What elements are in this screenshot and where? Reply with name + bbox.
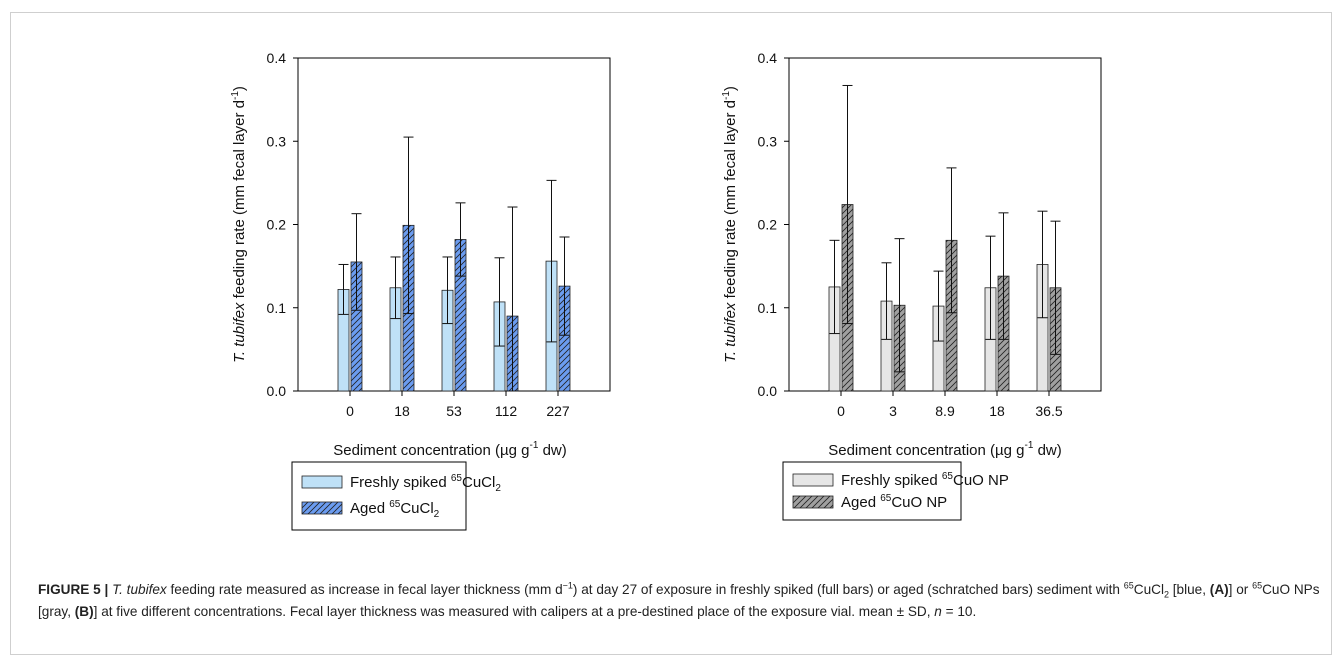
- legend-name: Aged: [350, 500, 389, 517]
- chart-panel-b: 0.0 0.1 0.2 0.3 0.4 T. tubifex feeding rate (…: [721, 50, 1102, 521]
- legend-sub: 2: [495, 483, 501, 494]
- caption-species: T. tubifex: [112, 582, 167, 597]
- legend-name: Freshly spiked: [841, 472, 942, 489]
- y-label-text: feeding rate (mm fecal layer d: [722, 100, 739, 303]
- caption-sup-2: 65: [1123, 580, 1134, 591]
- legend-sub: 2: [434, 509, 440, 520]
- x-axis-label: Sediment concentration (µg g-1 dw): [828, 440, 1062, 459]
- legend-compound: CuO NP: [953, 472, 1009, 489]
- y-tick-label: 0.2: [267, 217, 287, 233]
- caption-sub-2: 2: [1163, 589, 1169, 600]
- caption-text-7: = 10.: [941, 604, 977, 619]
- legend-name: Freshly spiked: [350, 474, 451, 491]
- x-label-post: dw): [538, 442, 566, 459]
- x-tick-label: 53: [446, 403, 462, 419]
- legend-compound: CuO NP: [891, 494, 947, 511]
- y-tick-label: 0.1: [758, 300, 778, 316]
- x-tick-label: 0: [346, 403, 354, 419]
- figure-charts: 0.0 0.1 0.2 0.3 0.4 T. tubifex feeding rate (…: [230, 50, 1102, 531]
- legend-name: Aged: [841, 494, 880, 511]
- legend-swatch-aged: [301, 501, 343, 515]
- x-tick-label: 112: [495, 403, 518, 419]
- caption-text-4: ] or: [1228, 582, 1253, 597]
- caption-sup-3: 65: [1252, 580, 1263, 591]
- legend-swatch-fresh: [792, 473, 834, 487]
- caption-text-6: ] at five different concentrations. Feca…: [93, 604, 935, 619]
- x-label-post: dw): [1033, 442, 1061, 459]
- figure-caption: FIGURE 5 | T. tubifex feeding rate measu…: [38, 579, 1328, 623]
- caption-label: FIGURE 5 |: [38, 582, 109, 597]
- y-label-species: T. tubifex: [722, 302, 739, 363]
- y-label-sup: -1: [721, 91, 732, 100]
- y-tick-label: 0.4: [267, 50, 287, 66]
- legend-label-fresh: Freshly spiked 65CuO NP: [841, 471, 1009, 489]
- chart-panel-a: 0.0 0.1 0.2 0.3 0.4 T. tubifex feeding rate (…: [230, 50, 611, 531]
- x-tick-label: 18: [989, 403, 1005, 419]
- legend-label-fresh: Freshly spiked 65CuCl2: [350, 473, 501, 494]
- caption-panel-a: (A): [1209, 582, 1229, 597]
- x-tick-label: 18: [394, 403, 410, 419]
- legend-label-aged: Aged 65CuCl2: [350, 499, 440, 520]
- legend-swatch-aged: [792, 495, 834, 509]
- caption-cucl: CuCl: [1133, 582, 1164, 597]
- y-tick-label: 0.4: [758, 50, 778, 66]
- x-tick-label: 36.5: [1035, 403, 1062, 419]
- x-label-sup: -1: [1025, 440, 1034, 451]
- legend-box: [291, 461, 467, 531]
- legend-sup: 65: [451, 473, 463, 484]
- legend-label-aged: Aged 65CuO NP: [841, 493, 947, 511]
- y-axis-label: T. tubifex feeding rate (mm fecal layer …: [721, 86, 739, 363]
- x-tick-label: 3: [889, 403, 897, 419]
- y-tick-label: 0.2: [758, 217, 778, 233]
- caption-sup-1: −1: [562, 580, 573, 591]
- legend-sup: 65: [880, 493, 892, 504]
- caption-text-5: CuO NPs [gray,: [38, 582, 1320, 619]
- caption-panel-b: (B): [74, 604, 94, 619]
- y-axis-label: T. tubifex feeding rate (mm fecal layer …: [230, 86, 248, 363]
- y-label-species: T. tubifex: [231, 302, 248, 363]
- x-tick-label: 227: [546, 403, 570, 419]
- x-label-text: Sediment concentration (µg g: [333, 442, 529, 459]
- caption-text-2: ) at day 27 of exposure in freshly spike…: [572, 582, 1124, 597]
- legend-compound: CuCl: [462, 474, 495, 491]
- x-label-text: Sediment concentration (µg g: [828, 442, 1024, 459]
- legend-compound: CuCl: [400, 500, 433, 517]
- y-tick-label: 0.0: [267, 383, 287, 399]
- x-tick-label: 8.9: [935, 403, 955, 419]
- x-label-sup: -1: [530, 440, 539, 451]
- y-tick-label: 0.1: [267, 300, 287, 316]
- legend-swatch-fresh: [301, 475, 343, 489]
- y-label-text: feeding rate (mm fecal layer d: [231, 100, 248, 303]
- legend-sup: 65: [389, 499, 401, 510]
- x-axis-label: Sediment concentration (µg g-1 dw): [333, 440, 567, 459]
- y-tick-label: 0.3: [758, 133, 778, 149]
- x-tick-label: 0: [837, 403, 845, 419]
- caption-text-1: feeding rate measured as increase in fec…: [166, 582, 563, 597]
- y-tick-label: 0.3: [267, 133, 287, 149]
- caption-n: n: [934, 604, 942, 619]
- y-label-end: ): [722, 86, 739, 91]
- y-label-sup: -1: [230, 91, 241, 100]
- caption-text-3: [blue,: [1168, 582, 1210, 597]
- legend-sup: 65: [942, 471, 954, 482]
- y-label-end: ): [231, 86, 248, 91]
- legend-box: [782, 461, 962, 521]
- y-tick-label: 0.0: [758, 383, 778, 399]
- figure-frame: [10, 12, 1332, 655]
